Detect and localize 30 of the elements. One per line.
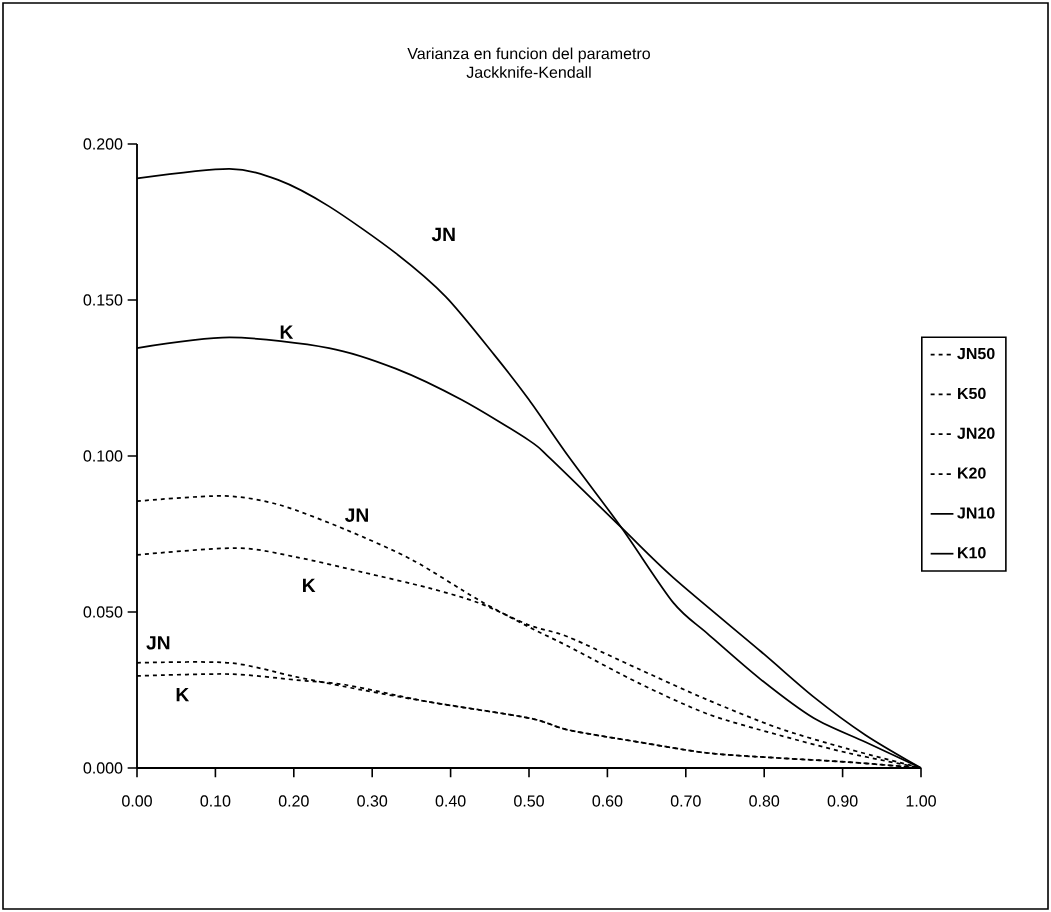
y-tick-label: 0.200 — [83, 138, 123, 150]
x-tick-label: 0.10 — [200, 795, 231, 807]
y-tick-label: 0.000 — [83, 762, 123, 774]
x-tick-label: 1.00 — [906, 795, 936, 807]
annotation: K — [303, 578, 316, 592]
y-tick-label: 0.050 — [83, 606, 123, 618]
y-tick-label: 0.100 — [83, 450, 123, 462]
annotation: K — [280, 325, 294, 339]
legend-label: K10 — [958, 547, 986, 559]
x-tick-label: 0.80 — [749, 795, 780, 807]
annotation: JN — [345, 508, 368, 522]
x-tick-label: 0.40 — [435, 795, 466, 807]
legend-label: JN50 — [957, 347, 995, 360]
legend-label: JN20 — [957, 427, 995, 439]
x-tick-label: 0.30 — [357, 795, 388, 807]
y-tick-label: 0.150 — [83, 294, 123, 306]
legend-label: K20 — [958, 467, 986, 479]
x-tick-label: 0.00 — [122, 795, 152, 807]
x-tick-label: 0.70 — [670, 795, 701, 807]
chart-title: Varianza en funcion del parametro — [407, 47, 650, 63]
chart-subtitle: Jackknife-Kendall — [466, 66, 591, 78]
x-tick-label: 0.50 — [514, 795, 544, 807]
legend-label: JN10 — [957, 507, 995, 519]
annotation: JN — [146, 636, 170, 650]
x-tick-label: 0.60 — [592, 795, 623, 807]
x-tick-label: 0.90 — [827, 795, 858, 807]
legend-label: K50 — [958, 387, 986, 400]
annotation: K — [176, 688, 190, 702]
annotation: JN — [431, 227, 455, 242]
x-tick-label: 0.20 — [278, 795, 309, 807]
